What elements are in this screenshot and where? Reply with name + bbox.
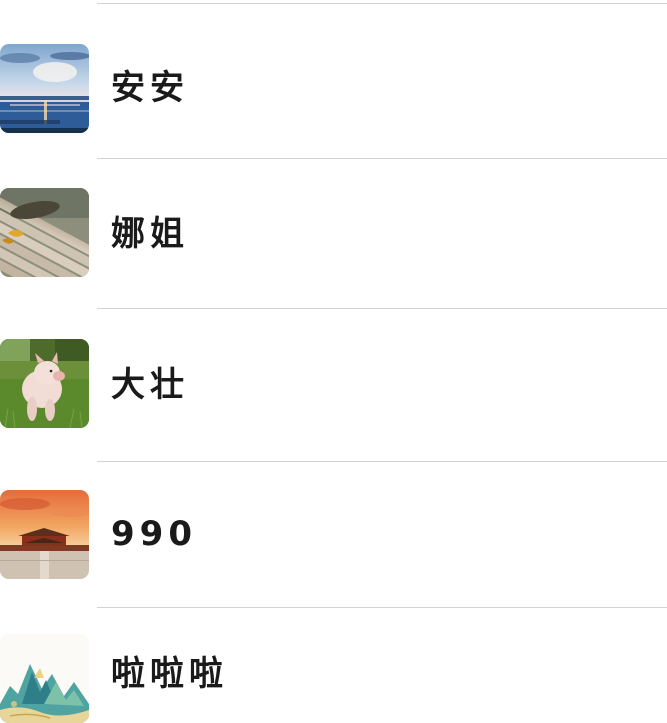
- list-divider: [97, 461, 667, 462]
- contact-row-990[interactable]: 990: [0, 462, 667, 607]
- list-divider: [97, 308, 667, 309]
- contact-row-lalala[interactable]: 啦啦啦: [0, 608, 667, 723]
- contact-name: 大壮: [111, 365, 189, 405]
- contact-row-anan[interactable]: 安安: [0, 0, 667, 158]
- piglet-on-grass-avatar-icon: [0, 339, 89, 428]
- contact-name: 安安: [111, 68, 189, 108]
- sea-sunset-avatar-icon: [0, 44, 89, 133]
- list-divider: [97, 607, 667, 608]
- contact-name: 990: [111, 514, 197, 554]
- list-divider: [97, 158, 667, 159]
- contact-row-najie[interactable]: 娜姐: [0, 159, 667, 308]
- palace-sunset-avatar-icon: [0, 490, 89, 579]
- wooden-bench-leaf-avatar-icon: [0, 188, 89, 277]
- contact-row-dazhuang[interactable]: 大壮: [0, 309, 667, 461]
- mountain-landscape-painting-avatar-icon: [0, 634, 89, 723]
- contact-name: 啦啦啦: [111, 654, 228, 694]
- list-divider: [97, 3, 667, 4]
- contact-name: 娜姐: [111, 214, 189, 254]
